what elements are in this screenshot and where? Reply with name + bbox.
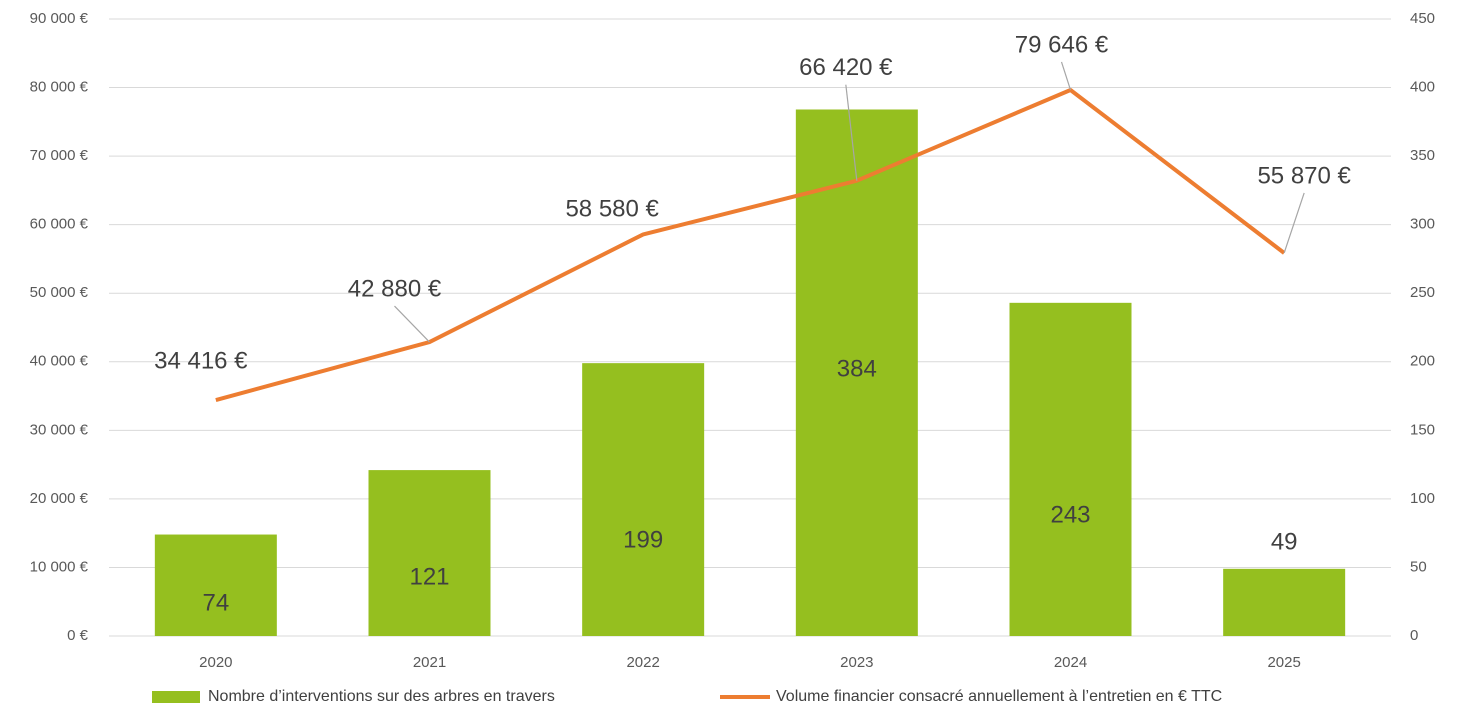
y2-tick-label: 150	[1410, 421, 1435, 438]
line	[215, 87, 1286, 402]
bar	[1223, 568, 1346, 636]
y2-tick-label: 100	[1410, 490, 1435, 507]
y-tick-label: 60 000 €	[30, 216, 89, 233]
x-tick-label: 2020	[199, 654, 232, 671]
bar-label: 121	[409, 563, 449, 590]
leader-line	[1283, 192, 1305, 254]
bar	[368, 470, 491, 636]
line-label: 79 646 €	[1015, 31, 1109, 58]
y2-tick-label: 200	[1410, 353, 1435, 370]
y-tick-label: 40 000 €	[30, 353, 89, 370]
y-tick-label: 0 €	[67, 627, 89, 644]
y-tick-label: 20 000 €	[30, 490, 89, 507]
y2-tick-label: 50	[1410, 558, 1427, 575]
line-label: 55 870 €	[1257, 162, 1351, 189]
bar-label: 199	[623, 526, 663, 553]
x-tick-label: 2022	[626, 654, 659, 671]
y2-tick-label: 400	[1410, 79, 1435, 96]
bar	[154, 534, 277, 636]
y2-tick-label: 300	[1410, 216, 1435, 233]
bar-label: 243	[1050, 501, 1090, 528]
bar-label: 384	[837, 355, 877, 382]
x-tick-label: 2021	[413, 654, 446, 671]
bar	[582, 363, 705, 636]
x-tick-label: 2025	[1267, 654, 1300, 671]
legend-label: Volume financier consacré annuellement à…	[776, 688, 1222, 705]
y2-tick-label: 350	[1410, 147, 1435, 164]
y-tick-label: 80 000 €	[30, 79, 89, 96]
line-label: 66 420 €	[799, 54, 893, 81]
bar-label: 74	[202, 589, 229, 616]
y-tick-label: 50 000 €	[30, 284, 89, 301]
line-label: 58 580 €	[565, 196, 659, 223]
leader-line	[845, 84, 858, 181]
y-tick-label: 10 000 €	[30, 558, 89, 575]
y2-tick-label: 0	[1410, 627, 1418, 644]
bar	[1009, 302, 1132, 636]
bar	[795, 109, 918, 636]
line-label: 42 880 €	[348, 275, 442, 302]
bar-label: 49	[1271, 528, 1298, 555]
line-label: 34 416 €	[154, 347, 248, 374]
y-tick-label: 70 000 €	[30, 147, 89, 164]
y2-tick-label: 250	[1410, 284, 1435, 301]
leader-line	[394, 305, 430, 343]
x-tick-label: 2024	[1054, 654, 1087, 671]
legend-label: Nombre d’interventions sur des arbres en…	[208, 688, 555, 705]
leader-line	[1060, 61, 1072, 91]
legend-swatch	[152, 691, 200, 703]
x-tick-label: 2023	[840, 654, 873, 671]
y-tick-label: 90 000 €	[30, 10, 89, 27]
y-tick-label: 30 000 €	[30, 421, 89, 438]
y2-tick-label: 450	[1410, 10, 1435, 27]
